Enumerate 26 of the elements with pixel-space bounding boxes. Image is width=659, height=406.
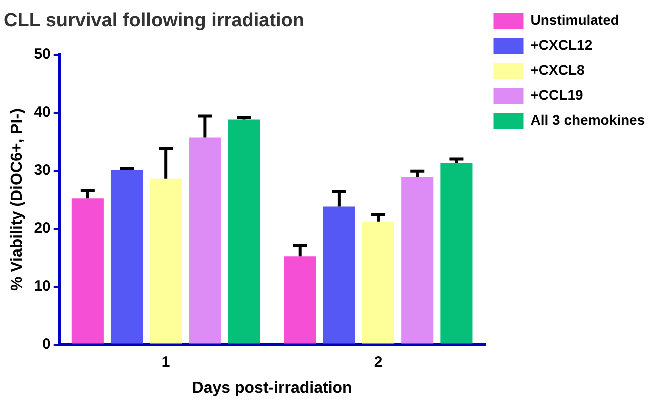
bar (189, 138, 222, 344)
y-tick-label: 30 (34, 162, 51, 179)
legend-label: +CXCL12 (530, 36, 593, 53)
bar (228, 120, 260, 344)
x-tick-label: 2 (374, 354, 383, 371)
y-tick-label: 10 (34, 278, 51, 295)
bar (440, 163, 473, 344)
bar (402, 177, 434, 344)
chart-title: CLL survival following irradiation (4, 10, 305, 32)
bar (362, 222, 395, 344)
bar (150, 178, 182, 344)
x-tick-label: 1 (162, 354, 170, 371)
bar (323, 206, 356, 344)
x-axis-title: Days post-irradiation (192, 380, 352, 397)
legend-label: All 3 chemokines (530, 112, 646, 128)
y-tick-label: 20 (34, 220, 51, 237)
y-tick-label: 50 (34, 46, 51, 63)
legend-label: Unstimulated (530, 12, 620, 28)
legend-label: +CCL19 (530, 86, 584, 103)
y-tick-label: 0 (42, 336, 51, 353)
y-axis-title: % Viability (DiOC6+, PI-) (9, 108, 26, 292)
y-tick-label: 40 (34, 104, 51, 121)
bar (284, 256, 316, 344)
bar (110, 170, 144, 344)
legend-label: +CXCL8 (530, 62, 586, 78)
bar (72, 198, 104, 344)
